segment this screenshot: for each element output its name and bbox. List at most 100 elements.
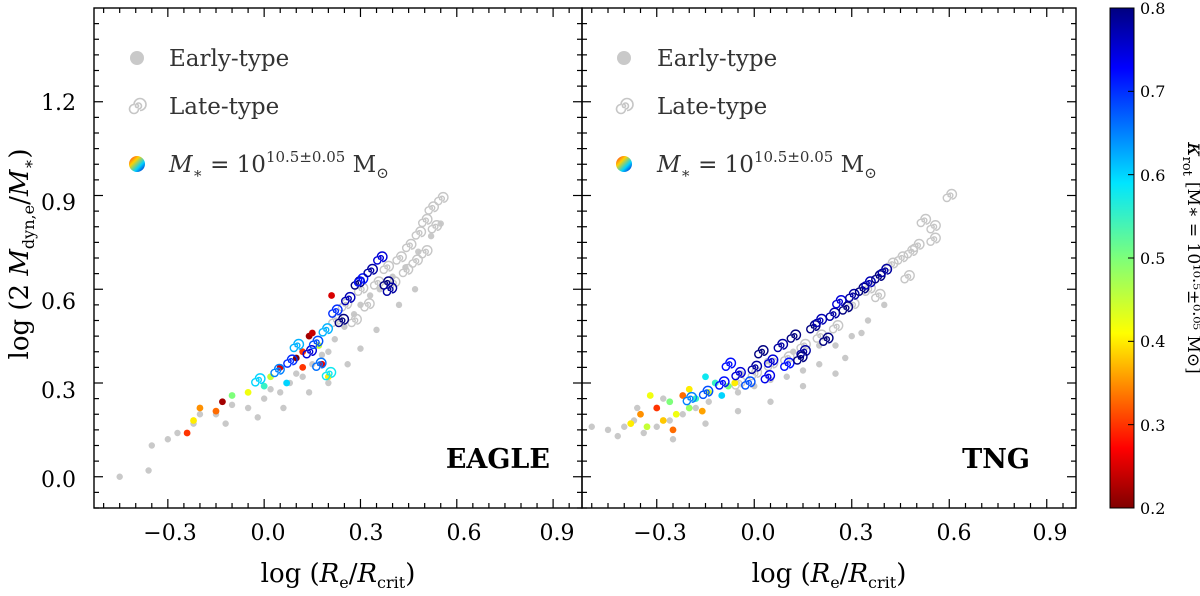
- early-type-mass-point: [308, 329, 316, 337]
- eagle-panel-frame: [93, 7, 583, 509]
- late-type-mass-point: [321, 366, 337, 381]
- early-type-point: [305, 389, 313, 396]
- late-type-point: [347, 313, 362, 328]
- early-type-point: [222, 420, 229, 427]
- early-type-point: [634, 404, 641, 412]
- early-type-mass-point: [212, 407, 220, 415]
- colorbar-tick-label: 0.2: [1140, 499, 1165, 518]
- late-type-point: [926, 220, 941, 234]
- late-type-mass-point: [363, 263, 378, 278]
- xtick-label: 0.6: [447, 521, 482, 546]
- early-type-point: [277, 389, 284, 396]
- late-type-mass-point: [328, 304, 343, 318]
- early-type-point: [734, 389, 742, 396]
- early-type-mass-point: [283, 379, 291, 387]
- late-type-mass-point: [308, 335, 324, 350]
- early-type-mass-point: [718, 392, 726, 399]
- legend-tng: Early-type Late-type M∗ = 1010.5±0.05 M⊙: [615, 46, 877, 182]
- late-type-mass-point: [340, 291, 356, 306]
- early-type-point: [148, 442, 155, 449]
- early-type-point: [669, 436, 677, 443]
- early-type-point: [244, 404, 252, 412]
- early-type-point: [614, 432, 621, 440]
- late-type-mass-point: [877, 263, 893, 278]
- late-type-mass-point: [251, 373, 266, 387]
- early-type-mass-point: [659, 417, 667, 424]
- early-type-point: [293, 370, 300, 377]
- tng-panel-frame: [581, 7, 1077, 509]
- late-type-mass-point: [318, 323, 334, 337]
- late-type-mass-point: [312, 357, 327, 371]
- early-type-point: [373, 326, 380, 334]
- early-type-point: [660, 395, 667, 402]
- legend-early-label: Early-type: [169, 46, 289, 72]
- early-type-point: [254, 414, 261, 421]
- early-type-point: [842, 354, 849, 362]
- legend-mass-marker: [129, 156, 145, 172]
- late-type-point: [360, 298, 375, 312]
- late-type-mass-point: [760, 370, 776, 384]
- early-type-point: [318, 351, 326, 359]
- early-type-point: [621, 423, 628, 430]
- early-type-mass-point: [685, 385, 693, 393]
- legend-mass-marker: [616, 156, 632, 172]
- late-type-point: [392, 251, 407, 265]
- early-type-point: [325, 348, 332, 355]
- xtick-label: −0.3: [633, 521, 686, 546]
- early-type-mass-point: [731, 379, 739, 387]
- legend-eagle: Early-type Late-type M∗ = 1010.5±0.05 M⊙: [128, 46, 389, 182]
- late-type-mass-point: [373, 251, 388, 265]
- early-type-point: [640, 429, 647, 437]
- colorbar-tick-label: 0.4: [1140, 332, 1165, 351]
- early-type-point: [341, 323, 348, 330]
- late-type-point: [871, 288, 886, 303]
- legend-early-marker: [617, 51, 631, 65]
- late-type-mass-point: [763, 354, 779, 368]
- early-type-mass-point: [183, 429, 191, 437]
- late-type-mass-point: [747, 360, 763, 375]
- legend-mass-label: M∗ = 1010.5±0.05 M⊙: [168, 148, 389, 182]
- early-type-point: [145, 467, 152, 474]
- early-type-point: [783, 373, 790, 380]
- legend-late-marker: [128, 97, 147, 115]
- colorbar-ticks: [1128, 7, 1134, 509]
- early-type-point: [267, 386, 274, 393]
- late-type-mass-point: [812, 313, 828, 328]
- late-type-mass-point: [845, 288, 860, 303]
- late-type-point: [401, 238, 417, 253]
- late-type-mass-point: [819, 332, 834, 346]
- early-type-point: [604, 426, 612, 434]
- late-type-mass-point: [832, 295, 847, 309]
- early-type-point: [260, 395, 268, 402]
- early-type-point: [679, 411, 686, 418]
- late-type-point: [900, 270, 915, 284]
- late-type-point: [418, 213, 433, 228]
- late-type-mass-point: [825, 307, 841, 321]
- late-type-point: [411, 226, 427, 240]
- late-type-mass-point: [721, 357, 737, 371]
- late-type-mass-point: [715, 376, 730, 390]
- late-type-point: [427, 220, 443, 234]
- late-type-point: [903, 245, 919, 259]
- early-type-mass-point: [643, 423, 651, 431]
- colorbar-tick-label: 0.3: [1140, 416, 1165, 435]
- xtick-label: 0.9: [540, 521, 575, 546]
- ytick-label: 1.2: [41, 91, 76, 116]
- panel-label-eagle: EAGLE: [446, 444, 550, 475]
- early-type-mass-point: [685, 404, 693, 412]
- early-type-point: [588, 423, 595, 430]
- early-type-point: [751, 382, 758, 390]
- early-type-mass-point: [196, 404, 204, 412]
- late-type-mass-point: [731, 366, 746, 381]
- late-type-point: [353, 282, 369, 296]
- early-type-point: [325, 379, 332, 387]
- early-type-mass-point: [219, 398, 226, 406]
- early-type-point: [427, 232, 435, 240]
- early-type-point: [666, 417, 673, 424]
- early-type-mass-point: [299, 363, 307, 371]
- y-axis-title: log (2 Mdyn,e/M∗): [5, 148, 38, 359]
- early-type-point: [116, 473, 123, 480]
- late-type-mass-point: [838, 301, 854, 315]
- late-type-point: [434, 191, 449, 206]
- early-type-mass-point: [190, 417, 197, 424]
